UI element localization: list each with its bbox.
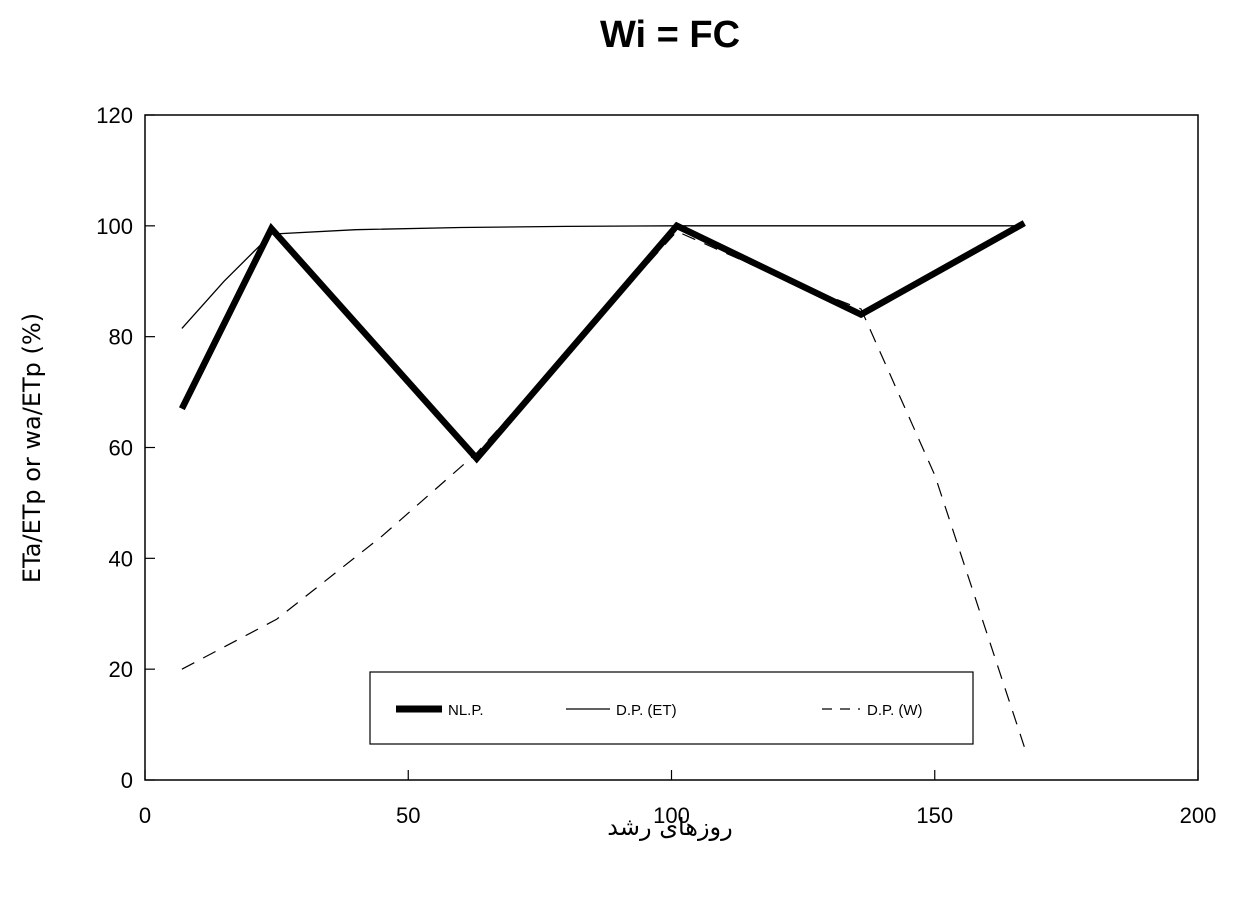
chart-title: Wi = FC [600,14,740,56]
x-tick-label: 100 [653,803,690,828]
y-tick-label: 20 [109,657,133,682]
y-axis-label: ETa/ETp or wa/ETp (%) [18,313,46,583]
x-tick-label: 150 [916,803,953,828]
x-tick-label: 200 [1180,803,1217,828]
legend-box [369,671,974,745]
y-tick-label: 80 [109,325,133,350]
series-line-0 [178,220,1026,464]
series-line-1 [181,225,1025,329]
x-axis: 0 50 100 150 200 [139,770,1216,828]
y-tick-label: 40 [109,546,133,571]
series-layer [178,220,1026,747]
x-tick-label: 0 [139,803,151,828]
y-tick-label: 60 [109,436,133,461]
y-axis: 0 20 40 60 80 100 120 [96,103,155,793]
series-line-2 [181,230,1025,747]
legend-label-dp-et: D.P. (ET) [616,702,677,719]
x-axis-label: روزهای رشد [607,813,732,841]
legend: NL.P. D.P. (ET) D.P. (W) [369,671,974,745]
x-tick-label: 50 [396,803,420,828]
y-tick-label: 0 [121,768,133,793]
legend-label-nlp: NL.P. [448,702,484,719]
y-tick-label: 100 [96,214,133,239]
legend-label-dp-w: D.P. (W) [867,702,923,719]
y-tick-label: 120 [96,103,133,128]
